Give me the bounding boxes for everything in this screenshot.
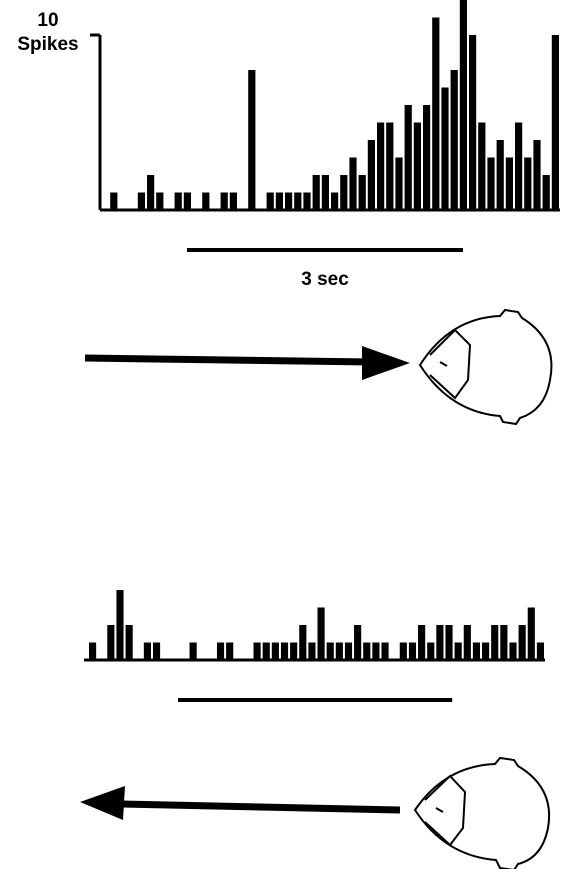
bar — [248, 70, 256, 210]
bar — [220, 192, 228, 210]
bar — [116, 590, 124, 660]
bar — [331, 192, 339, 210]
bar — [266, 192, 274, 210]
bar — [262, 642, 270, 660]
bar — [509, 642, 517, 660]
bar — [459, 0, 467, 210]
scale-unit: Spikes — [17, 34, 78, 55]
bar — [285, 192, 293, 210]
bar — [441, 87, 449, 210]
bar — [125, 625, 133, 660]
bar — [427, 642, 435, 660]
bar — [482, 642, 490, 660]
arrow-right — [84, 346, 410, 380]
bar — [156, 192, 164, 210]
bar — [326, 642, 334, 660]
bar — [89, 642, 97, 660]
bar — [533, 140, 541, 210]
bar — [335, 642, 343, 660]
bar — [280, 642, 289, 660]
bar — [367, 140, 375, 210]
bar — [229, 192, 237, 210]
bar — [413, 122, 421, 210]
bar — [354, 625, 362, 660]
bar — [152, 642, 161, 660]
bar — [536, 642, 544, 660]
bar — [505, 157, 513, 210]
bar — [349, 157, 357, 210]
bar — [189, 642, 197, 660]
bar — [496, 140, 504, 210]
bar — [436, 625, 444, 660]
bar — [377, 122, 385, 210]
bar — [202, 192, 210, 210]
bar — [147, 175, 155, 210]
bar — [515, 122, 523, 210]
bar — [271, 642, 279, 660]
bar — [303, 192, 311, 210]
bar — [381, 642, 389, 660]
head-diagram — [418, 308, 553, 426]
bar — [399, 642, 407, 660]
bar — [299, 625, 307, 660]
bar — [308, 642, 316, 660]
bar — [137, 192, 145, 210]
time-label: 3 sec — [301, 269, 349, 290]
bar — [344, 642, 353, 660]
bar — [445, 625, 453, 660]
bar — [216, 642, 225, 660]
bar — [358, 175, 366, 210]
head-diagram — [413, 756, 551, 869]
bar — [290, 642, 298, 660]
bar — [469, 35, 477, 210]
bar — [491, 625, 499, 660]
bar — [363, 642, 371, 660]
bar — [253, 642, 261, 660]
bar — [478, 122, 486, 210]
bar — [408, 642, 417, 660]
bar — [432, 17, 440, 210]
bar — [226, 642, 234, 660]
bar — [275, 192, 283, 210]
bar — [500, 625, 508, 660]
bar — [317, 607, 325, 660]
bar — [174, 192, 182, 210]
scale-label: 10 — [37, 10, 58, 31]
bar — [518, 625, 526, 660]
arrow-left — [80, 786, 401, 820]
bar — [340, 175, 348, 210]
bar — [423, 105, 431, 210]
bar — [542, 175, 550, 210]
bar — [372, 642, 380, 660]
bar — [463, 625, 471, 660]
bar — [551, 35, 559, 210]
bar — [472, 642, 481, 660]
bar — [527, 607, 535, 660]
bar — [386, 122, 394, 210]
bar — [321, 175, 329, 210]
bar — [294, 192, 302, 210]
bar — [183, 192, 191, 210]
bar — [110, 192, 118, 210]
bar — [404, 105, 412, 210]
bar — [312, 175, 320, 210]
bar — [395, 157, 403, 210]
bar — [524, 157, 532, 210]
bar — [143, 642, 151, 660]
bar — [487, 157, 495, 210]
bar — [107, 625, 115, 660]
bar — [418, 625, 426, 660]
bar — [454, 642, 462, 660]
bar — [450, 70, 458, 210]
